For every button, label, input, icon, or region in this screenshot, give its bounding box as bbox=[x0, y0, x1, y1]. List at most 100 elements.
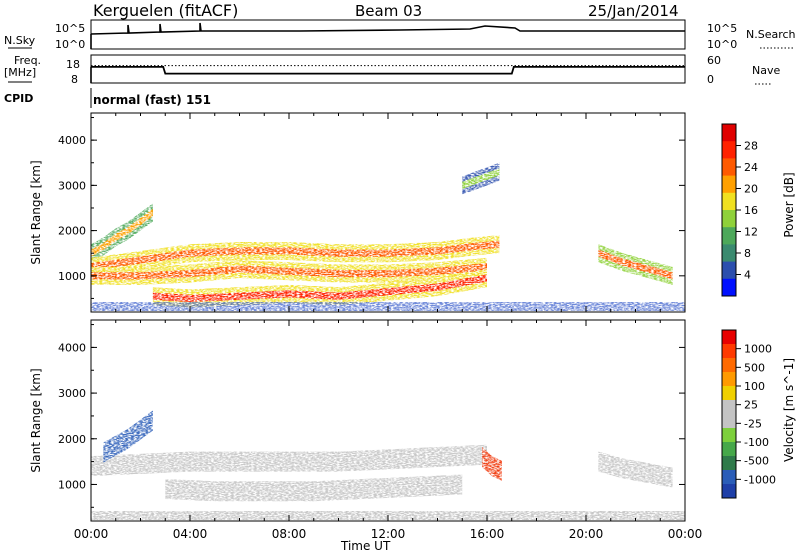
velocity-colorbar-swatch-10 bbox=[722, 470, 736, 485]
time-tick-label-3: 12:00 bbox=[371, 527, 406, 541]
nsearch-tick-low: 10^0 bbox=[707, 38, 737, 51]
power-band-1-core-2 bbox=[190, 247, 240, 257]
power-band-4-core-1 bbox=[623, 258, 648, 273]
power-ytick-label-3: 1000 bbox=[58, 270, 86, 283]
nave-label: Nave bbox=[752, 64, 780, 77]
velocity-colorbar-swatch-5 bbox=[722, 400, 736, 415]
velocity-band-0-seg-3 bbox=[239, 451, 289, 472]
freq-label-1: Freq. bbox=[14, 54, 41, 67]
power-band-3-core-5 bbox=[388, 283, 438, 296]
power-band-2-core-4 bbox=[289, 267, 339, 278]
power-echo-layer bbox=[91, 162, 673, 308]
power-band-2-core-5 bbox=[338, 269, 388, 278]
velocity-ytick-label-3: 1000 bbox=[58, 478, 86, 491]
power-band-1-core-8 bbox=[474, 240, 500, 251]
power-colorbar-tick-label-4: 12 bbox=[744, 226, 758, 239]
power-band-2-core-3 bbox=[239, 265, 289, 275]
velocity-colorbar-swatch-11 bbox=[722, 484, 736, 499]
power-band-3-core-4 bbox=[338, 288, 388, 300]
time-tick-label-5: 20:00 bbox=[569, 527, 604, 541]
velocity-colorbar-swatch-4 bbox=[722, 386, 736, 401]
power-band-2-core-2 bbox=[190, 265, 240, 278]
date-title: 25/Jan/2014 bbox=[588, 2, 679, 20]
power-band-1-core-4 bbox=[289, 247, 339, 257]
nsky-label: N.Sky bbox=[4, 34, 36, 47]
velocity-ylabel: Slant Range [km] bbox=[29, 368, 43, 472]
velocity-band-2-seg-0 bbox=[103, 435, 116, 463]
velocity-panel: 4000 3000 2000 1000 Slant Range [km] bbox=[29, 319, 686, 522]
power-colorbar-swatch-3 bbox=[722, 175, 736, 194]
power-colorbar-tick-label-0: 28 bbox=[744, 140, 758, 153]
velocity-band-0-seg-0 bbox=[91, 453, 141, 477]
cpid-value: normal (fast) 151 bbox=[93, 93, 211, 107]
power-band-1-core-6 bbox=[388, 247, 438, 257]
power-band-2-core-6 bbox=[388, 267, 438, 278]
time-tick-label-0: 00:00 bbox=[74, 527, 109, 541]
time-axis-label: Time UT bbox=[340, 539, 391, 553]
freq-label-2: [MHz] bbox=[4, 66, 36, 79]
power-ytick-label-1: 3000 bbox=[58, 179, 86, 192]
velocity-band-3-seg-0 bbox=[482, 447, 492, 477]
freq-panel: Freq. [MHz] 18 8 Nave 60 0 bbox=[4, 54, 780, 86]
power-band-1-core-5 bbox=[338, 249, 388, 257]
velocity-band-2-seg-2 bbox=[128, 419, 141, 449]
velocity-colorbar-tick-label-4: -25 bbox=[744, 417, 762, 430]
power-band-0-core-2 bbox=[115, 226, 129, 241]
nsky-trace bbox=[90, 22, 685, 35]
freq-frame bbox=[90, 54, 686, 84]
velocity-colorbar-tick-label-6: -500 bbox=[744, 455, 769, 468]
velocity-band-0-seg-1 bbox=[140, 451, 190, 474]
velocity-band-0-seg-6 bbox=[388, 447, 438, 470]
power-band-4-core-0 bbox=[598, 249, 624, 266]
power-band-1-core-1 bbox=[140, 249, 190, 264]
velocity-colorbar-swatch-3 bbox=[722, 372, 736, 387]
freq-tick-low: 8 bbox=[71, 73, 78, 86]
power-ytick-label-2: 2000 bbox=[58, 225, 86, 238]
nsky-tick-low: 10^0 bbox=[55, 38, 85, 51]
power-colorbar-swatch-0 bbox=[722, 124, 736, 142]
velocity-colorbar-swatch-7 bbox=[722, 428, 736, 443]
power-band-3-core-1 bbox=[190, 292, 240, 303]
nsky-tick-high: 10^5 bbox=[55, 22, 85, 35]
time-tick-label-1: 04:00 bbox=[173, 527, 208, 541]
freq-trace bbox=[91, 66, 685, 75]
power-axes: 4000 3000 2000 1000 Slant Range [km] bbox=[29, 113, 686, 312]
velocity-band-4-seg-0 bbox=[598, 451, 624, 479]
power-band-2-core-7 bbox=[437, 263, 487, 275]
cpid-label: CPID bbox=[4, 92, 33, 105]
power-colorbar-tick-label-2: 20 bbox=[744, 183, 758, 196]
nsearch-tick-high: 10^5 bbox=[707, 22, 737, 35]
power-band-2-core-1 bbox=[140, 269, 190, 280]
power-band-5-core-0 bbox=[462, 177, 475, 189]
velocity-echo-layer bbox=[91, 410, 673, 502]
power-colorbar-swatch-2 bbox=[722, 158, 736, 177]
freq-tick-high: 18 bbox=[66, 58, 80, 71]
velocity-colorbar-swatch-9 bbox=[722, 456, 736, 471]
power-colorbar-tick-label-3: 16 bbox=[744, 204, 758, 217]
power-ylabel: Slant Range [km] bbox=[29, 160, 43, 264]
nsky-panel: N.Sky 10^5 10^0 N.Search 10^5 10^0 bbox=[4, 19, 796, 51]
power-colorbar: 28 24 20 16 12 8 4 Power [dB] bbox=[721, 123, 796, 297]
velocity-colorbar-tick-label-2: 100 bbox=[744, 380, 765, 393]
velocity-band-1-seg-5 bbox=[412, 474, 463, 497]
power-band-3-core-3 bbox=[289, 290, 339, 300]
power-colorbar-tick-label-6: 4 bbox=[744, 269, 751, 282]
freq-series bbox=[90, 65, 685, 83]
velocity-band-1-seg-0 bbox=[165, 479, 215, 502]
velocity-band-2-seg-1 bbox=[115, 428, 129, 456]
power-colorbar-swatch-9 bbox=[722, 278, 736, 297]
velocity-bands bbox=[91, 410, 685, 520]
power-band-2-core-0 bbox=[91, 272, 141, 280]
velocity-band-1-seg-1 bbox=[214, 481, 265, 502]
velocity-colorbar-tick-label-3: 25 bbox=[744, 399, 758, 412]
nave-tick-high: 60 bbox=[707, 54, 721, 67]
velocity-colorbar-swatch-6 bbox=[722, 414, 736, 429]
power-bands bbox=[91, 162, 685, 311]
velocity-band-2-seg-3 bbox=[140, 410, 153, 440]
velocity-colorbar-swatch-0 bbox=[722, 330, 736, 345]
power-ytick-label-0: 4000 bbox=[58, 134, 86, 147]
velocity-band-1-seg-2 bbox=[264, 481, 314, 502]
velocity-colorbar-frame bbox=[721, 329, 737, 499]
time-tick-label-6: 00:00 bbox=[668, 527, 703, 541]
